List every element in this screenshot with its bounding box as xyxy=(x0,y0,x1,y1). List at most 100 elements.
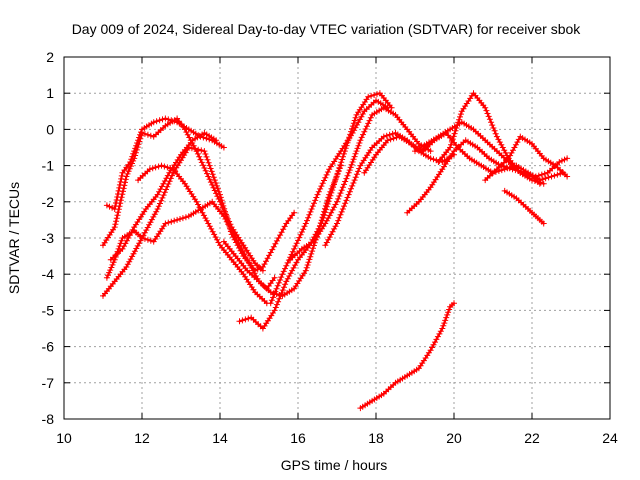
data-point xyxy=(344,194,351,201)
data-point xyxy=(138,129,144,136)
data-point xyxy=(113,197,120,203)
data-point xyxy=(347,164,354,171)
data-point xyxy=(281,284,287,291)
x-tick-label: 12 xyxy=(134,430,150,446)
data-point xyxy=(293,240,300,247)
data-point xyxy=(541,170,548,177)
data-point xyxy=(108,264,115,271)
data-point xyxy=(349,182,356,189)
data-point xyxy=(123,264,130,270)
data-point xyxy=(198,206,204,213)
data-point xyxy=(214,193,221,200)
y-tick-label: -4 xyxy=(42,266,55,282)
data-point xyxy=(307,208,314,215)
data-point xyxy=(271,307,278,314)
data-point xyxy=(354,121,360,128)
data-point xyxy=(127,159,134,165)
data-point xyxy=(129,153,136,160)
data-point xyxy=(211,177,218,184)
data-point xyxy=(429,344,436,351)
data-point xyxy=(456,116,463,123)
data-point xyxy=(363,123,370,130)
data-point xyxy=(150,119,157,126)
data-point xyxy=(195,201,202,208)
data-point xyxy=(327,192,334,199)
data-point xyxy=(305,259,312,266)
data-point xyxy=(306,211,313,218)
data-point xyxy=(499,144,506,151)
data-point xyxy=(131,248,138,255)
data-point xyxy=(124,261,131,268)
data-point xyxy=(445,309,452,316)
data-point xyxy=(168,218,175,225)
data-point xyxy=(350,120,357,127)
data-point xyxy=(371,92,378,98)
data-point xyxy=(352,174,359,181)
data-point xyxy=(157,200,163,207)
data-point xyxy=(362,126,369,132)
data-point xyxy=(355,168,362,175)
data-point xyxy=(503,164,510,171)
data-point xyxy=(197,156,204,163)
data-point xyxy=(182,214,189,221)
series-14 xyxy=(412,119,543,187)
x-tick-label: 14 xyxy=(212,430,228,446)
data-point xyxy=(146,221,153,228)
data-point xyxy=(165,219,172,226)
data-point xyxy=(506,165,513,172)
data-point xyxy=(103,274,110,281)
data-point xyxy=(305,214,312,221)
data-point xyxy=(514,139,521,146)
data-point xyxy=(365,93,372,100)
data-point xyxy=(457,113,463,120)
data-point xyxy=(341,181,347,188)
data-point xyxy=(137,131,144,138)
data-point xyxy=(116,184,123,191)
data-point xyxy=(113,218,120,225)
data-point xyxy=(338,159,345,166)
data-point xyxy=(486,116,493,123)
data-point xyxy=(158,162,165,169)
data-point xyxy=(351,177,358,184)
data-point xyxy=(296,234,303,241)
data-point xyxy=(219,204,226,211)
data-point xyxy=(201,148,208,155)
data-point xyxy=(161,163,168,170)
data-point xyxy=(242,316,249,323)
data-point xyxy=(209,181,216,188)
data-point xyxy=(561,156,568,163)
x-tick-label: 18 xyxy=(368,430,384,446)
data-point xyxy=(284,275,291,282)
data-point xyxy=(201,165,208,171)
data-point xyxy=(153,208,160,215)
data-point xyxy=(118,175,125,182)
data-point xyxy=(171,217,178,224)
series-18 xyxy=(357,300,457,412)
data-point xyxy=(114,194,121,200)
data-point xyxy=(335,195,342,202)
data-point xyxy=(328,189,335,196)
data-point xyxy=(309,248,316,255)
data-point xyxy=(491,127,498,134)
data-point xyxy=(213,137,220,144)
data-point xyxy=(442,317,449,324)
data-point xyxy=(206,162,213,169)
data-point xyxy=(190,142,197,149)
data-point xyxy=(529,177,535,184)
data-point xyxy=(213,190,220,197)
data-point xyxy=(365,120,372,127)
data-point xyxy=(124,170,131,177)
data-point xyxy=(490,125,497,131)
data-point xyxy=(427,155,434,162)
data-point xyxy=(556,159,563,165)
data-point xyxy=(351,153,358,160)
data-point xyxy=(308,206,315,212)
data-point xyxy=(112,221,119,228)
data-point xyxy=(336,214,343,221)
data-point xyxy=(277,292,284,299)
y-tick-label: -7 xyxy=(42,375,55,391)
data-point xyxy=(551,172,558,179)
data-point xyxy=(310,245,316,252)
data-point xyxy=(333,173,340,180)
data-point xyxy=(443,314,450,321)
